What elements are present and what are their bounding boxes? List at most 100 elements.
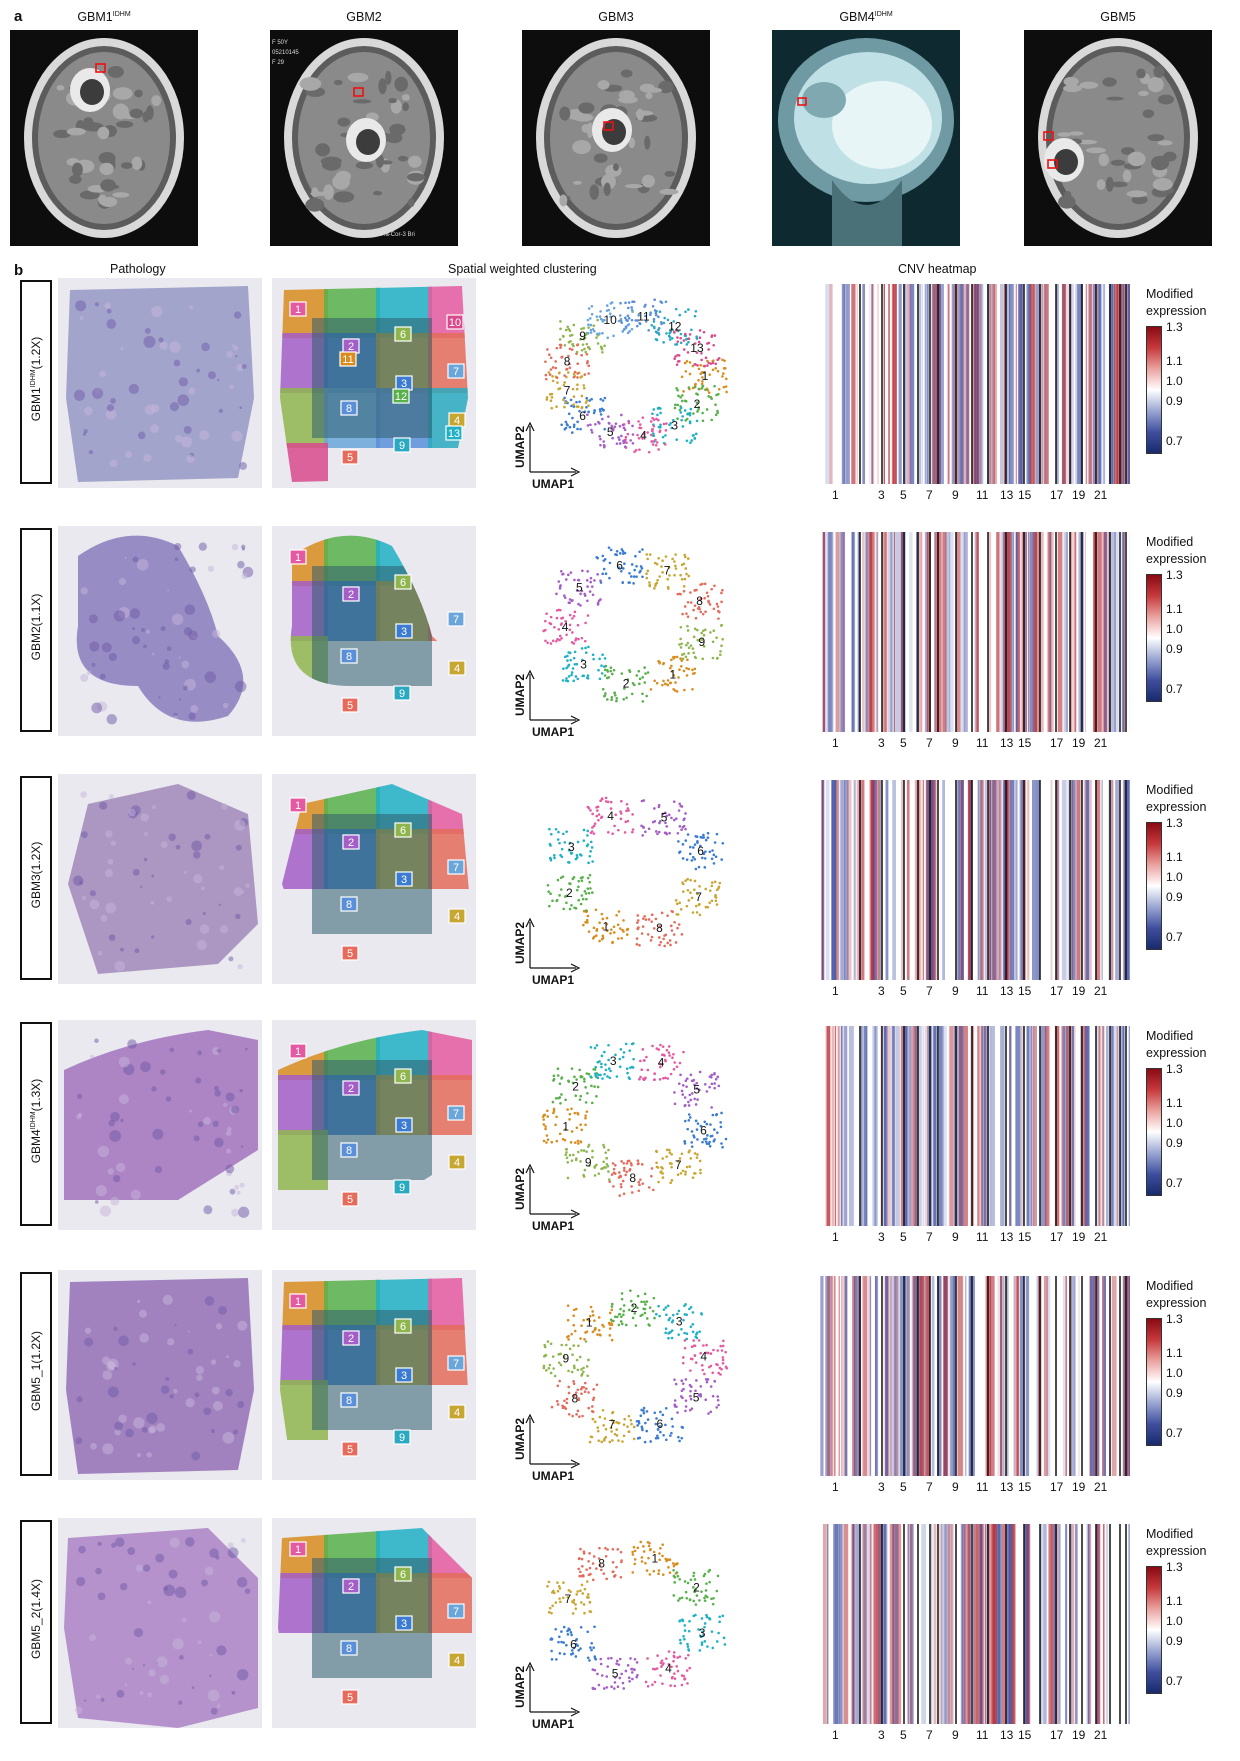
umap-point <box>607 1058 610 1062</box>
umap-point <box>568 362 571 366</box>
mri-title: GBM1IDHM <box>6 10 202 24</box>
umap-point <box>647 918 651 921</box>
spatial-cluster-label: 2 <box>348 1581 354 1593</box>
umap-point <box>698 1599 701 1602</box>
umap-point <box>670 1665 673 1669</box>
umap-point <box>674 1382 678 1386</box>
umap-point <box>603 674 607 677</box>
umap-point <box>585 1150 588 1153</box>
umap-point <box>673 1677 677 1680</box>
umap-point <box>568 907 572 911</box>
umap-point <box>707 1570 710 1573</box>
umap-point <box>689 1397 693 1401</box>
umap-cluster-label: 6 <box>657 1417 664 1431</box>
umap-point <box>702 833 705 837</box>
umap-point <box>673 1061 677 1064</box>
chromosome-label: 7 <box>926 1480 933 1494</box>
umap-point <box>590 1101 594 1105</box>
umap-point <box>640 1163 644 1166</box>
umap-point <box>668 1162 672 1165</box>
umap-point <box>712 359 715 362</box>
umap-point <box>714 899 718 903</box>
umap-point <box>570 1159 574 1162</box>
chromosome-label: 17 <box>1050 984 1064 998</box>
umap-point <box>656 407 660 410</box>
spatial-cluster-label: 4 <box>454 1655 460 1667</box>
spatial-cluster-label: 4 <box>454 1407 460 1419</box>
umap-point <box>630 327 634 331</box>
umap-point <box>617 1421 621 1425</box>
umap-point <box>691 1323 695 1326</box>
chromosome-label: 13 <box>1000 488 1014 502</box>
umap-point <box>609 315 613 319</box>
umap-point <box>659 1430 662 1434</box>
umap-point <box>612 306 616 310</box>
umap-point <box>655 1417 658 1420</box>
umap-point <box>679 1073 682 1077</box>
umap-point <box>686 557 690 560</box>
umap-point <box>669 1181 672 1185</box>
umap-point <box>705 1380 709 1384</box>
umap-point <box>634 448 638 452</box>
umap-point <box>659 423 662 427</box>
umap-point <box>545 612 548 615</box>
umap-point <box>709 1364 713 1368</box>
umap-point <box>582 386 586 390</box>
umap-point <box>560 1640 563 1644</box>
umap-point <box>545 396 549 399</box>
umap-point <box>630 1065 634 1069</box>
umap-point <box>626 927 630 931</box>
umap-point <box>547 1610 551 1614</box>
umap-point <box>600 1062 603 1066</box>
umap-point <box>622 328 626 331</box>
umap-point <box>607 1657 610 1660</box>
chromosome-label: 19 <box>1072 1728 1086 1742</box>
umap-point <box>593 1166 597 1169</box>
umap-point <box>669 943 672 947</box>
umap-point <box>546 348 549 351</box>
umap-point <box>668 681 672 685</box>
chromosome-label: 17 <box>1050 1728 1064 1742</box>
umap-point <box>698 1649 702 1652</box>
umap-point <box>672 1659 675 1663</box>
umap-point <box>614 813 618 817</box>
umap-point <box>646 569 650 573</box>
umap-point <box>584 1101 588 1104</box>
umap-point <box>655 1150 659 1154</box>
umap-point <box>672 1564 676 1568</box>
umap-point <box>577 602 580 606</box>
umap-point <box>683 1140 686 1143</box>
umap-point <box>555 1399 559 1403</box>
umap-point <box>597 1439 601 1442</box>
umap-point <box>574 1607 578 1610</box>
umap-point <box>647 827 651 831</box>
spatial-cluster-label: 7 <box>453 366 459 378</box>
spatial-cluster-label: 6 <box>400 825 406 837</box>
umap-point <box>549 1371 553 1375</box>
umap-point <box>652 1296 656 1300</box>
umap-point <box>683 361 687 365</box>
umap-point <box>651 305 655 308</box>
umap-point <box>581 1592 585 1595</box>
umap-point <box>586 614 590 617</box>
umap-point <box>608 1334 612 1337</box>
umap-point <box>650 440 653 443</box>
umap-point <box>691 1176 695 1179</box>
umap-point <box>697 1628 700 1631</box>
umap-point <box>690 1130 694 1133</box>
umap-point <box>715 1406 718 1409</box>
umap-point <box>591 1668 595 1671</box>
umap-point <box>725 1366 729 1370</box>
umap-point <box>653 298 656 302</box>
umap-point <box>548 373 552 376</box>
umap-point <box>619 1320 623 1323</box>
umap-point <box>708 850 712 854</box>
umap-point <box>572 344 575 348</box>
umap-point <box>642 1550 646 1553</box>
umap-point <box>664 1327 668 1330</box>
umap-point <box>698 1070 702 1074</box>
umap-point <box>641 700 645 703</box>
umap-point <box>589 1610 593 1614</box>
umap-point <box>623 1417 626 1421</box>
umap-point <box>556 1581 559 1584</box>
